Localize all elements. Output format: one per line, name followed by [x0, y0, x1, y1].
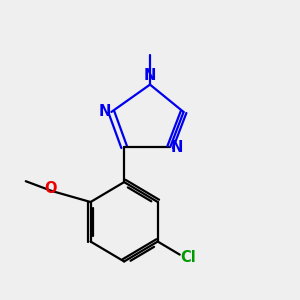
- Text: N: N: [99, 104, 111, 119]
- Text: N: N: [144, 68, 156, 83]
- Text: Cl: Cl: [180, 250, 196, 265]
- Text: N: N: [171, 140, 183, 154]
- Text: O: O: [44, 181, 57, 196]
